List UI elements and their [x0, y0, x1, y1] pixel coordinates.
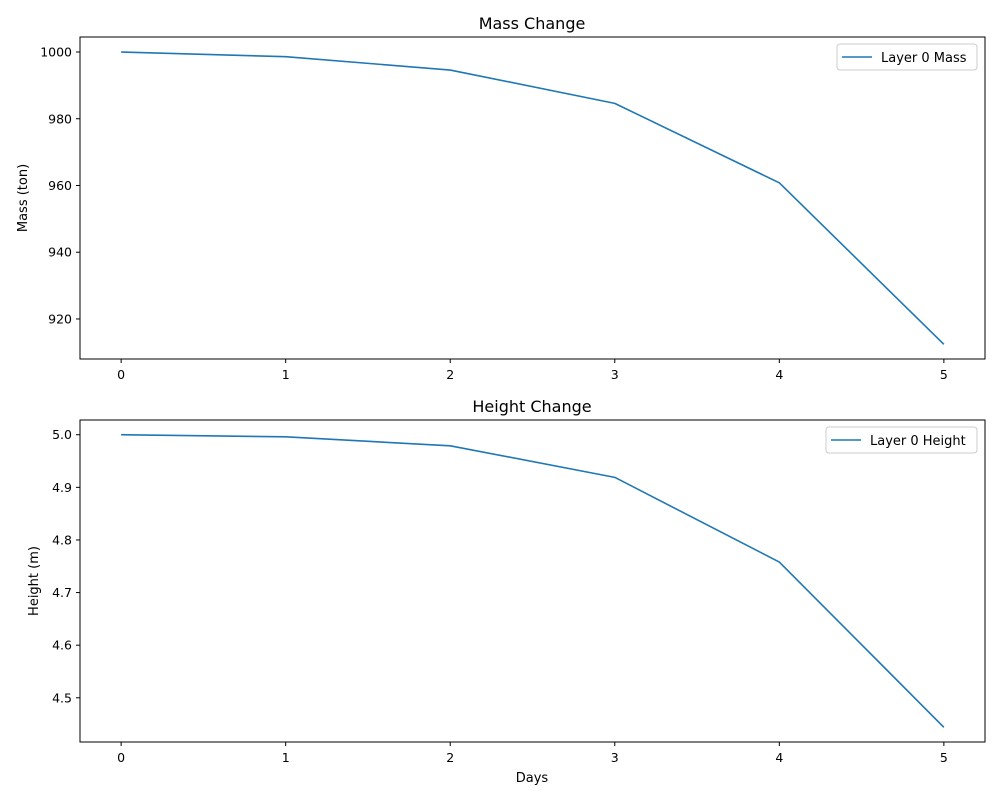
series-line [121, 51, 945, 345]
y-tick-label: 4.8 [52, 532, 72, 547]
x-tick-label: 2 [446, 750, 454, 765]
y-tick-label: 920 [48, 311, 72, 326]
height-change-panel: Height Change Height (m) Days 0 1 2 3 4 5 4.5… [27, 397, 986, 786]
x-ticks: 0 1 2 3 4 5 [117, 742, 948, 765]
y-ticks: 4.5 4.6 4.7 4.8 4.9 5.0 [52, 427, 80, 705]
y-tick-label: 940 [48, 245, 72, 260]
legend: Layer 0 Height [825, 426, 978, 454]
x-ticks: 0 1 2 3 4 5 [117, 359, 948, 382]
x-tick-label: 3 [611, 367, 619, 382]
y-tick-label: 5.0 [52, 427, 72, 442]
series-layer [121, 51, 945, 345]
plot-frame [79, 419, 986, 743]
y-axis-label: Mass (ton) [16, 164, 31, 232]
y-tick-label: 980 [48, 111, 72, 126]
x-tick-label: 3 [611, 750, 619, 765]
y-axis-label: Height (m) [27, 546, 42, 616]
legend-box [836, 43, 978, 71]
legend-box [825, 426, 978, 454]
y-tick-label: 4.6 [52, 638, 72, 653]
plot-frame [79, 36, 986, 360]
x-tick-label: 4 [775, 750, 783, 765]
y-tick-label: 4.9 [52, 480, 72, 495]
legend: Layer 0 Mass [836, 43, 978, 71]
y-tick-label: 4.7 [52, 585, 72, 600]
x-tick-label: 0 [117, 750, 125, 765]
chart-title: Mass Change [479, 14, 586, 33]
legend-label: Layer 0 Height [870, 434, 966, 449]
x-tick-label: 2 [446, 367, 454, 382]
x-tick-label: 1 [282, 367, 290, 382]
y-tick-label: 4.5 [52, 690, 72, 705]
x-tick-label: 0 [117, 367, 125, 382]
y-ticks: 920 940 960 980 1000 [40, 45, 80, 326]
chart-title: Height Change [472, 397, 591, 416]
x-tick-label: 4 [775, 367, 783, 382]
x-tick-label: 5 [940, 367, 948, 382]
x-axis-label: Days [516, 771, 549, 786]
y-tick-label: 960 [48, 178, 72, 193]
x-tick-label: 1 [282, 750, 290, 765]
series-line [121, 433, 945, 728]
legend-label: Layer 0 Mass [881, 51, 967, 66]
series-layer [121, 433, 945, 728]
y-tick-label: 1000 [40, 45, 72, 60]
x-tick-label: 5 [940, 750, 948, 765]
